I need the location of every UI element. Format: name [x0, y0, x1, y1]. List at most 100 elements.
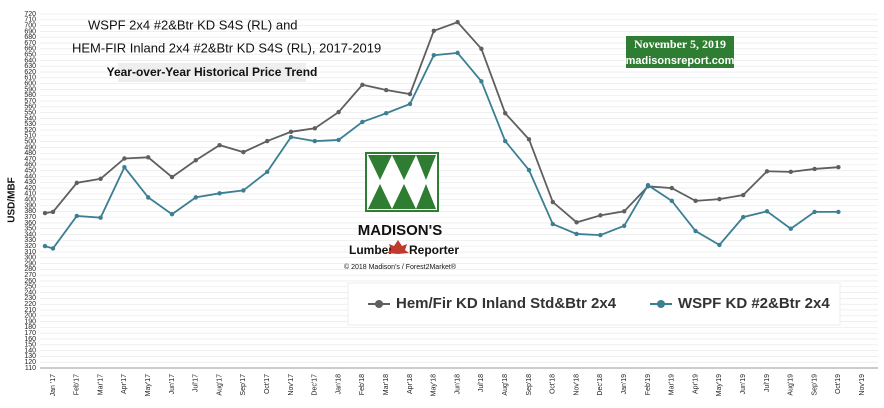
y-tick-label: 480 — [24, 150, 36, 157]
x-tick-label: Apr'19 — [692, 374, 699, 394]
series-point — [764, 169, 770, 174]
x-tick-label: Sep'18 — [526, 374, 533, 396]
y-tick-label: 140 — [24, 347, 36, 354]
series-point — [407, 101, 413, 107]
x-tick-label: Jul'17 — [193, 374, 200, 392]
y-tick-label: 390 — [24, 202, 36, 209]
series-point — [407, 91, 413, 97]
series-point — [169, 174, 175, 180]
series-point — [312, 126, 317, 131]
logo-leaf — [387, 240, 409, 254]
series-point — [455, 50, 460, 56]
series-point — [122, 165, 127, 170]
y-tick-label: 330 — [24, 237, 36, 244]
series-point — [669, 198, 674, 204]
series-point — [503, 138, 508, 144]
logo-name: MADISON'S — [358, 222, 442, 239]
x-tick-label: Nov'18 — [573, 374, 580, 396]
y-tick-label: 610 — [24, 75, 36, 82]
series-point — [312, 138, 317, 144]
y-tick-label: 220 — [24, 301, 36, 308]
y-tick-label: 430 — [24, 179, 36, 186]
y-tick-label: 270 — [24, 272, 36, 279]
series-point — [50, 246, 56, 251]
y-tick-label: 450 — [24, 168, 36, 175]
y-tick-label: 160 — [24, 336, 36, 343]
logo-lumber: Lumber — [349, 243, 393, 257]
series-point — [265, 169, 270, 175]
y-tick-label: 120 — [24, 359, 36, 366]
series-point — [288, 129, 294, 135]
y-tick-label: 580 — [24, 92, 36, 99]
series-point — [645, 182, 651, 188]
series-point — [550, 221, 555, 227]
series-point — [146, 155, 151, 160]
series-point — [169, 212, 175, 217]
series-point — [360, 119, 365, 125]
y-tick-label: 360 — [24, 220, 36, 227]
y-tick-label: 650 — [24, 51, 36, 58]
y-tick-label: 290 — [24, 260, 36, 267]
series-point — [669, 185, 674, 191]
y-tick-label: 410 — [24, 191, 36, 198]
x-tick-label: Nov'17 — [288, 374, 295, 396]
x-tick-label: Jan'19 — [621, 374, 628, 395]
series-point — [479, 79, 484, 84]
series-point — [598, 213, 603, 218]
date: November 5, 2019 — [634, 37, 726, 51]
series-point — [146, 195, 151, 200]
y-tick-label: 230 — [24, 295, 36, 302]
y-tick-label: 170 — [24, 330, 36, 337]
x-tick-label: Apr'17 — [121, 374, 128, 394]
y-tick-label: 690 — [24, 28, 36, 35]
series-point — [717, 196, 722, 202]
y-tick-label: 440 — [24, 173, 36, 180]
y-tick-label: 350 — [24, 226, 36, 233]
series-point — [42, 243, 48, 249]
y-tick-label: 250 — [24, 284, 36, 291]
series-point — [598, 232, 603, 238]
x-tick-label: Sep'19 — [811, 374, 818, 396]
y-tick-label: 670 — [24, 40, 36, 47]
series-point — [193, 195, 198, 200]
y-tick-label: 470 — [24, 156, 36, 163]
y-tick-label: 510 — [24, 133, 36, 140]
y-tick-label: 280 — [24, 266, 36, 273]
y-tick-label: 310 — [24, 249, 36, 256]
y-tick-label: 240 — [24, 289, 36, 296]
y-tick-label: 520 — [24, 127, 36, 134]
y-tick-label: 460 — [24, 162, 36, 169]
series-point — [98, 215, 103, 220]
series-point — [693, 198, 698, 204]
x-tick-label: Feb'17 — [74, 374, 81, 395]
y-tick-label: 570 — [24, 98, 36, 105]
y-tick-label: 180 — [24, 324, 36, 331]
series-point — [265, 138, 270, 144]
y-tick-label: 500 — [24, 139, 36, 146]
series-point — [74, 213, 80, 219]
y-tick-label: 700 — [24, 22, 36, 29]
x-tick-label: Mar'19 — [669, 374, 676, 395]
x-tick-label: Jun'18 — [454, 374, 461, 395]
series-point — [812, 166, 817, 172]
series-point — [217, 191, 222, 196]
series-point — [622, 209, 627, 214]
legend — [347, 282, 841, 326]
y-tick-label: 630 — [24, 63, 36, 70]
series-point — [574, 220, 579, 225]
series-point — [74, 180, 80, 186]
series-point — [50, 209, 56, 215]
series-point — [336, 137, 341, 143]
chart-title: HEM-FIR Inland 2x4 #2&Btr KD S4S (RL), 2… — [72, 40, 381, 55]
series-point — [455, 19, 460, 25]
x-tick-label: May'17 — [145, 374, 152, 396]
series-point — [693, 228, 698, 234]
chart-title: WSPF 2x4 #2&Btr KD S4S (RL) and — [88, 17, 298, 32]
x-tick-label: Mar'17 — [97, 374, 104, 395]
series-point — [788, 169, 793, 175]
y-tick-label: 490 — [24, 144, 36, 151]
series-point — [526, 137, 532, 142]
series-point — [336, 109, 341, 115]
series-point — [288, 134, 294, 140]
